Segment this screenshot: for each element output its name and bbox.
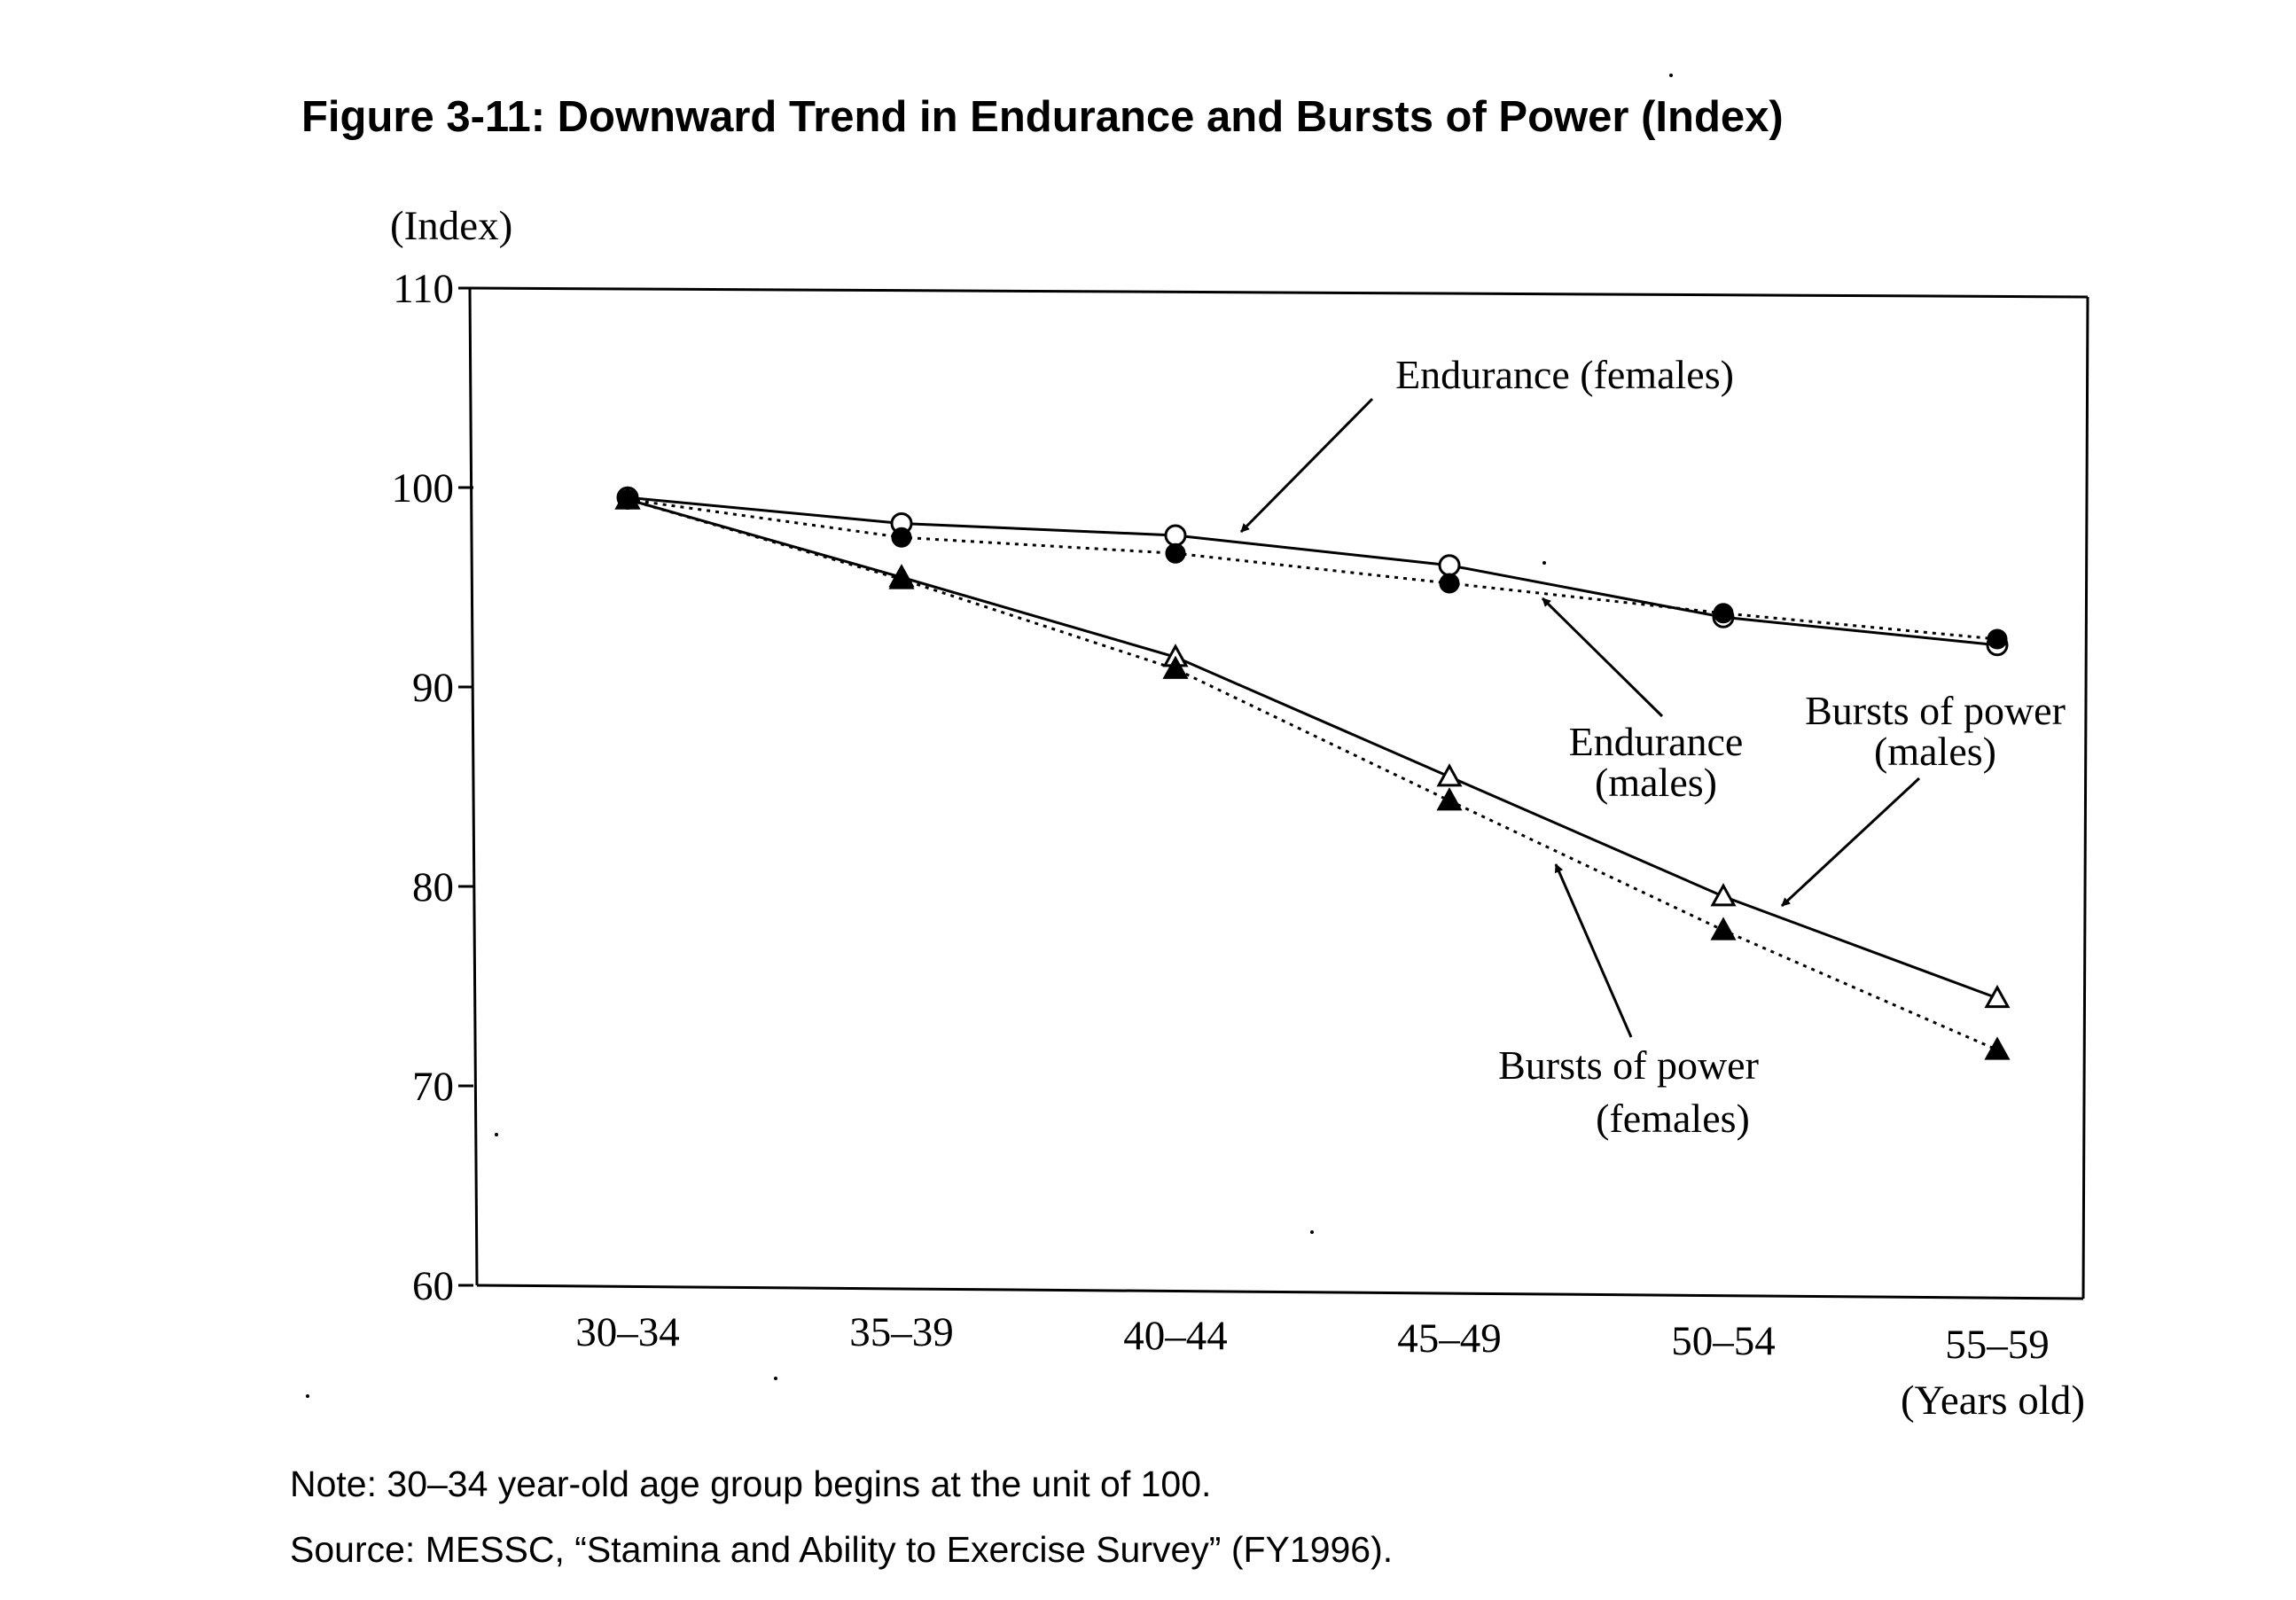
- x-tick-label: 45–49: [1397, 1315, 1502, 1362]
- series-1-point: [1439, 573, 1460, 594]
- series-2-point: [1710, 883, 1737, 907]
- series-1-point: [1987, 628, 2008, 650]
- x-tick-label: 35–39: [849, 1309, 954, 1355]
- x-tick-label: 55–59: [1945, 1322, 2050, 1368]
- series-3-point: [1984, 1036, 2011, 1060]
- annotation-bursts-males-line2: (males): [1874, 729, 1996, 774]
- y-axis-line: [468, 287, 479, 1286]
- scan-speck: [1669, 74, 1673, 77]
- series-group: [614, 486, 2011, 1060]
- note-text: Note: 30–34 year-old age group begins at…: [290, 1463, 1211, 1504]
- scan-speck: [306, 1394, 309, 1398]
- y-axis-label: (Index): [390, 203, 512, 249]
- arrow-endurance-females: [1239, 397, 1374, 534]
- scan-speck: [774, 1377, 777, 1380]
- series-3-point: [1710, 917, 1737, 940]
- annotation-bursts-females-line2: (females): [1596, 1096, 1750, 1141]
- series-0-point: [1164, 524, 1187, 547]
- x-axis-label: (Years old): [1901, 1378, 2085, 1424]
- series-1-point: [1165, 542, 1186, 564]
- series-3-point: [1162, 655, 1189, 679]
- arrow-bursts-females: [1554, 863, 1633, 1038]
- arrow-bursts-males: [1780, 777, 1921, 908]
- plot-frame-top: [469, 286, 2089, 299]
- series-1-point: [1713, 603, 1734, 624]
- scan-speck: [1310, 1230, 1314, 1234]
- annotation-endurance-males-line2: (males): [1595, 760, 1717, 805]
- series-line-3: [627, 498, 1998, 1051]
- source-text: Source: MESSC, “Stamina and Ability to E…: [290, 1529, 1393, 1570]
- y-ticks: 60 70 80 90 100 110: [392, 266, 473, 1309]
- y-tick-label: 100: [392, 465, 455, 511]
- series-3-point: [1436, 787, 1463, 811]
- scan-speck: [1542, 561, 1546, 565]
- x-tick-label: 50–54: [1671, 1318, 1776, 1364]
- series-line-2: [627, 498, 1998, 1000]
- arrow-endurance-males: [1541, 597, 1664, 718]
- plot-frame-right: [2081, 296, 2089, 1300]
- y-tick-label: 60: [412, 1263, 454, 1309]
- series-2-point: [1984, 984, 2011, 1009]
- series-line-0: [627, 496, 1998, 647]
- series-3-point: [614, 486, 641, 510]
- y-tick-label: 110: [393, 266, 454, 312]
- series-3-point: [888, 566, 915, 589]
- annotation-bursts-males-line1: Bursts of power: [1805, 688, 2066, 733]
- x-axis-line: [476, 1284, 2084, 1300]
- series-0-point: [1438, 554, 1461, 577]
- y-tick-label: 90: [412, 665, 454, 711]
- annotation-endurance-females: Endurance (females): [1395, 352, 1734, 397]
- y-tick-label: 70: [412, 1064, 454, 1110]
- annotation-endurance-males-line1: Endurance: [1569, 719, 1744, 764]
- chart-title: Figure 3-11: Downward Trend in Endurance…: [301, 93, 1784, 141]
- series-2-point: [1436, 763, 1463, 787]
- x-ticks: 30–34 35–39 40–44 45–49 50–54 55–59: [575, 1309, 2050, 1368]
- series-line-1: [627, 498, 1998, 641]
- scan-speck: [495, 1133, 498, 1136]
- x-tick-label: 40–44: [1123, 1313, 1228, 1359]
- x-tick-label: 30–34: [575, 1309, 680, 1355]
- series-1-point: [891, 527, 912, 548]
- y-tick-label: 80: [412, 864, 454, 910]
- annotation-bursts-females-line1: Bursts of power: [1498, 1042, 1759, 1088]
